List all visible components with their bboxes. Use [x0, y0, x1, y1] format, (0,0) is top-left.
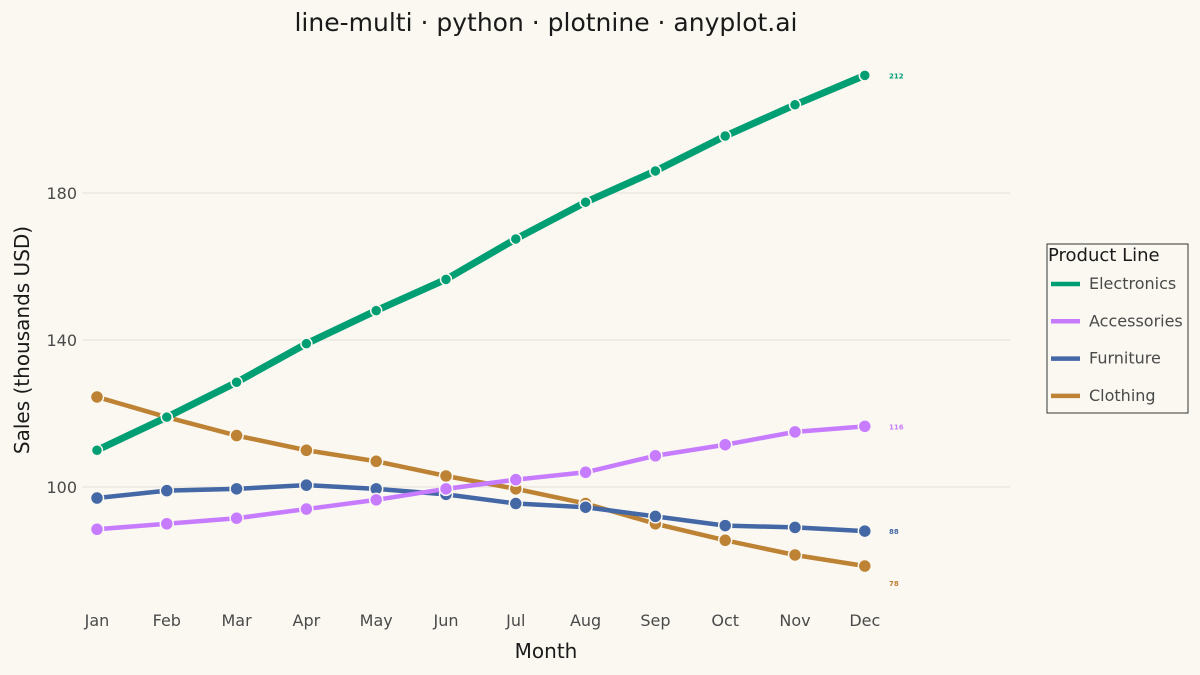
point-electronics-aug	[579, 195, 592, 209]
point-accessories-jun	[438, 481, 454, 497]
y-axis-label: Sales (thousands USD)	[10, 226, 34, 454]
point-furniture-apr	[299, 477, 314, 493]
end-label-clothing: 78	[889, 580, 899, 588]
point-clothing-dec	[857, 558, 873, 574]
series-line-clothing	[94, 394, 868, 569]
x-tick-may: May	[360, 611, 393, 630]
point-accessories-jan	[89, 522, 105, 537]
legend-items: Electronics Accessories Furniture Clothing	[1051, 274, 1183, 405]
x-tick-feb: Feb	[153, 611, 181, 630]
point-furniture-dec	[857, 523, 873, 539]
point-accessories-jul	[508, 472, 524, 487]
x-tick-jun: Jun	[433, 611, 459, 630]
series-electronics	[90, 69, 872, 457]
point-electronics-jul	[509, 232, 523, 246]
point-electronics-dec	[858, 69, 872, 82]
chart-title: line-multi · python · plotnine · anyplot…	[294, 8, 797, 37]
point-furniture-nov	[787, 520, 803, 535]
y-tick-140: 140	[46, 331, 77, 350]
x-tick-aug: Aug	[570, 611, 601, 630]
point-furniture-jan	[89, 490, 105, 506]
point-clothing-jan	[89, 389, 105, 405]
point-clothing-nov	[787, 547, 803, 563]
point-accessories-sep	[648, 448, 663, 464]
point-accessories-dec	[857, 419, 873, 434]
end-label-electronics: 212	[889, 72, 904, 80]
y-tick-180: 180	[46, 184, 77, 203]
point-electronics-oct	[718, 129, 732, 143]
end-label-furniture: 88	[889, 528, 899, 536]
y-tick-100: 100	[46, 478, 77, 497]
x-tick-labels: Jan Feb Mar Apr May Jun Jul Aug Sep Oct Nov Dec	[84, 611, 881, 630]
point-clothing-apr	[299, 443, 314, 458]
point-electronics-sep	[649, 164, 662, 178]
point-clothing-may	[368, 454, 384, 469]
series-furniture	[89, 477, 873, 539]
end-labels: 212 116 88 78	[889, 72, 904, 588]
point-electronics-jan	[90, 444, 104, 457]
legend-box	[1046, 243, 1189, 414]
legend-item-clothing: Clothing	[1051, 386, 1156, 405]
x-tick-dec: Dec	[849, 611, 880, 630]
series-accessories	[89, 419, 873, 537]
point-electronics-may	[369, 304, 383, 317]
point-furniture-aug	[578, 499, 593, 515]
x-tick-sep: Sep	[640, 611, 670, 630]
x-tick-jul: Jul	[505, 611, 525, 630]
x-tick-nov: Nov	[779, 611, 810, 630]
x-axis-label: Month	[515, 639, 578, 663]
legend-title: Product Line	[1048, 245, 1160, 266]
point-electronics-nov	[788, 98, 802, 112]
legend-label-clothing: Clothing	[1089, 386, 1156, 405]
point-clothing-jun	[438, 468, 454, 484]
point-accessories-feb	[159, 516, 175, 531]
y-tick-labels: 100 140 180	[46, 184, 77, 497]
point-clothing-mar	[229, 428, 244, 443]
legend-label-furniture: Furniture	[1089, 349, 1161, 368]
point-accessories-apr	[299, 501, 314, 517]
grid-lines	[82, 192, 1010, 488]
series-group	[89, 69, 873, 574]
point-accessories-may	[368, 492, 384, 508]
point-furniture-oct	[717, 518, 733, 533]
point-accessories-nov	[787, 424, 803, 440]
end-label-accessories: 116	[889, 423, 904, 431]
series-line-furniture	[94, 482, 868, 534]
point-furniture-mar	[229, 481, 244, 497]
point-clothing-oct	[717, 533, 733, 548]
point-accessories-mar	[229, 510, 244, 526]
legend-label-electronics: Electronics	[1089, 274, 1176, 293]
series-clothing	[89, 389, 873, 574]
series-line-accessories	[94, 424, 868, 532]
x-tick-apr: Apr	[293, 611, 321, 630]
series-line-electronics	[93, 71, 869, 454]
x-tick-jan: Jan	[84, 611, 110, 630]
legend-label-accessories: Accessories	[1089, 311, 1183, 330]
point-electronics-mar	[230, 376, 243, 389]
legend-item-furniture: Furniture	[1051, 349, 1161, 368]
legend-item-accessories: Accessories	[1051, 311, 1183, 330]
point-electronics-feb	[160, 410, 174, 424]
point-furniture-jul	[508, 496, 524, 511]
legend: Product Line Electronics Accessories Furni…	[1046, 243, 1189, 414]
point-furniture-sep	[648, 509, 663, 524]
point-accessories-oct	[717, 437, 733, 452]
legend-item-electronics: Electronics	[1051, 274, 1176, 293]
x-tick-oct: Oct	[711, 611, 739, 630]
x-tick-mar: Mar	[222, 611, 253, 630]
point-electronics-apr	[300, 337, 313, 350]
point-furniture-feb	[159, 483, 175, 498]
point-electronics-jun	[439, 273, 453, 286]
point-accessories-aug	[578, 465, 593, 480]
